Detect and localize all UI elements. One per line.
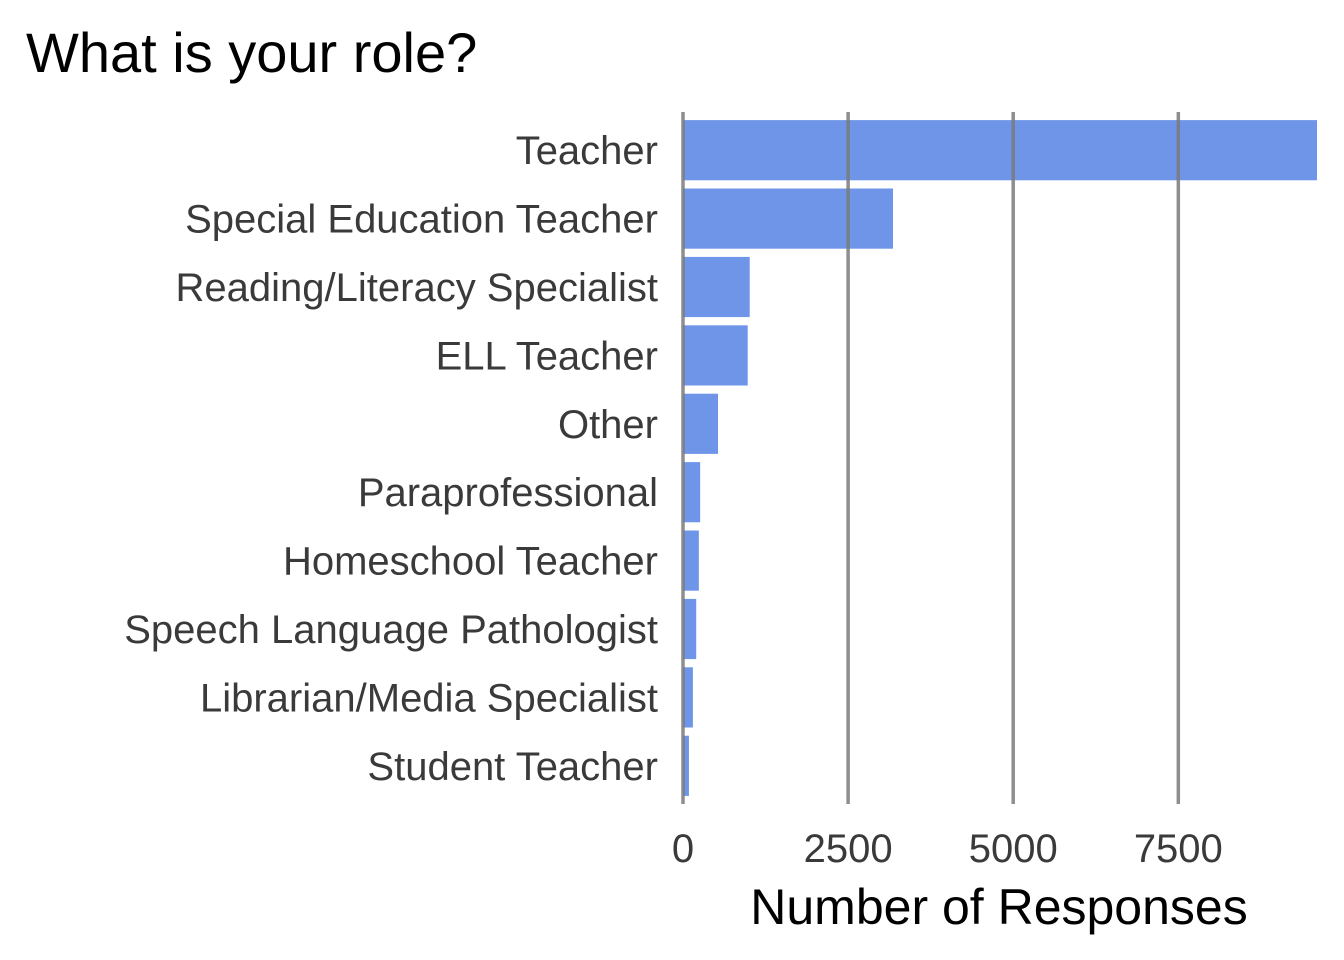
category-label: Homeschool Teacher xyxy=(283,540,658,584)
category-label: Student Teacher xyxy=(367,745,658,789)
category-label: Speech Language Pathologist xyxy=(124,608,658,652)
bar-teacher xyxy=(683,120,1317,181)
category-label: Reading/Literacy Specialist xyxy=(176,266,658,310)
category-label: Librarian/Media Specialist xyxy=(200,676,658,720)
x-tick-label: 5000 xyxy=(969,827,1058,871)
x-tick-label: 0 xyxy=(672,827,694,871)
x-tick-label: 2500 xyxy=(804,827,893,871)
bar-student-teacher xyxy=(683,735,689,796)
bar-other xyxy=(683,393,719,454)
x-axis-title: Number of Responses xyxy=(750,879,1247,935)
category-label: Paraprofessional xyxy=(358,471,658,515)
bars-layer xyxy=(683,120,1317,796)
category-label: Other xyxy=(558,403,658,447)
category-labels: Teacher Special Education Teacher Reading/… xyxy=(124,129,658,789)
bar-ell-teacher xyxy=(683,325,748,386)
bar-librarian-media-specialist xyxy=(683,667,693,728)
chart-title: What is your role? xyxy=(26,21,477,84)
x-tick-labels: 0 2500 5000 7500 xyxy=(672,827,1223,871)
category-label: Special Education Teacher xyxy=(185,198,658,242)
grid-layer xyxy=(681,112,1181,804)
x-tick-label: 7500 xyxy=(1134,827,1223,871)
bar-paraprofessional xyxy=(683,462,701,523)
bar-reading-literacy-specialist xyxy=(683,256,750,318)
category-label: ELL Teacher xyxy=(436,334,658,378)
bar-homeschool-teacher xyxy=(683,530,699,591)
bar-special-education-teacher xyxy=(683,188,894,249)
bar-speech-language-pathologist xyxy=(683,598,697,660)
category-label: Teacher xyxy=(516,129,658,173)
